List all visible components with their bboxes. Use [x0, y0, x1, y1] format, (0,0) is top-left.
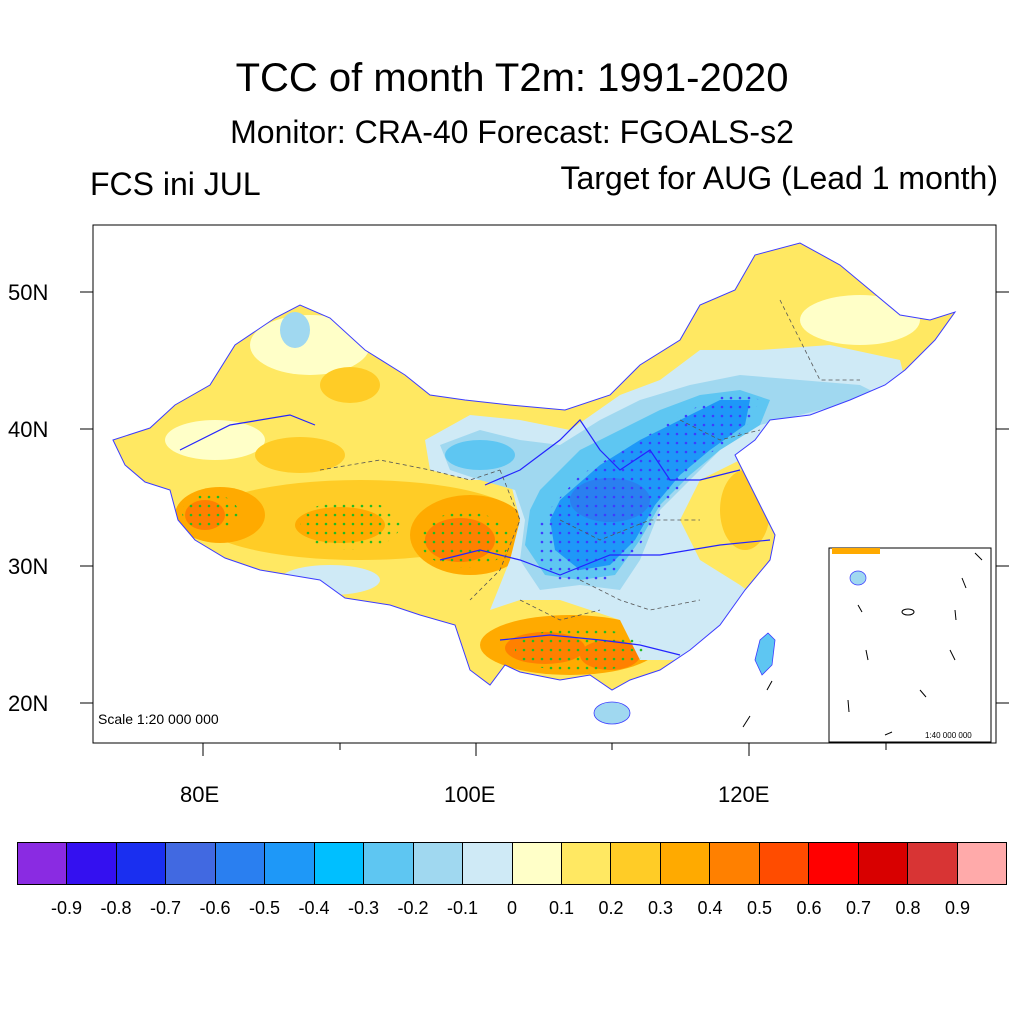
- colorbar-tick-label: -0.7: [149, 898, 182, 918]
- river-tarim: [179, 414, 316, 451]
- colorbar-swatch: [314, 843, 365, 884]
- colorbar-tick-label: 0.3: [647, 898, 674, 918]
- colorbar-swatch: [809, 843, 859, 884]
- colorbar-tick-label: -0.1: [446, 898, 479, 918]
- colorbar-tick-label: -0.9: [50, 898, 83, 918]
- colorbar-swatch: [265, 843, 315, 884]
- lon-label-100e: 100E: [444, 782, 496, 807]
- colorbar-tick-label: 0.1: [548, 898, 575, 918]
- inset-scale-label: 1:40 000 000: [925, 731, 972, 740]
- left-label: FCS ini JUL: [90, 166, 261, 202]
- inset-dashes: [847, 552, 983, 736]
- colorbar-tick-label: 0.5: [746, 898, 773, 918]
- colorbar-swatch: [561, 843, 612, 884]
- colorbar: [17, 842, 1007, 885]
- colorbar-tick-label: -0.4: [298, 898, 330, 918]
- colorbar-swatch: [18, 843, 68, 884]
- lat-label-20n: 20N: [8, 691, 49, 716]
- scale-label: Scale 1:20 000 000: [98, 711, 219, 727]
- map-subtitle: Monitor: CRA-40 Forecast: FGOALS-s2: [230, 114, 794, 150]
- colorbar-swatch: [116, 843, 167, 884]
- dash-lines: [742, 680, 773, 728]
- colorbar-swatch: [611, 843, 661, 884]
- colorbar-tick-label: 0.7: [845, 898, 872, 918]
- colorbar-swatch: [463, 843, 513, 884]
- colorbar-swatch: [957, 843, 1007, 884]
- province-borders: [319, 299, 860, 621]
- colorbar-swatch: [413, 843, 464, 884]
- colorbar-swatch: [660, 843, 711, 884]
- river-yellow: [484, 419, 741, 486]
- colorbar-swatch: [364, 843, 414, 884]
- colorbar-tick-label: -0.3: [347, 898, 380, 918]
- colorbar-tick-label: -0.8: [100, 898, 132, 918]
- colorbar-tick-label: 0.8: [895, 898, 921, 918]
- colorbar-tick-label: 0.6: [796, 898, 822, 918]
- right-label: Target for AUG (Lead 1 month): [560, 160, 998, 196]
- river-yangtze: [439, 539, 771, 576]
- lon-label-80e: 80E: [180, 782, 220, 807]
- colorbar-swatch: [67, 843, 117, 884]
- inset-coast: [832, 548, 880, 554]
- colorbar-swatch: [908, 843, 958, 884]
- colorbar-swatch: [759, 843, 810, 884]
- colorbar-tick-label: 0: [506, 898, 518, 918]
- axis-ticks: [80, 291, 1009, 756]
- lat-label-50n: 50N: [8, 280, 49, 305]
- hainan-island: [593, 701, 631, 725]
- inset-hainan: [849, 570, 867, 586]
- map-title: TCC of month T2m: 1991-2020: [235, 56, 789, 100]
- colorbar-tick-label: 0.2: [598, 898, 624, 918]
- colorbar-swatch: [166, 843, 216, 884]
- china-border: [112, 242, 957, 691]
- colorbar-swatch: [512, 843, 562, 884]
- colorbar-tick-label: -0.6: [199, 898, 231, 918]
- river-pearl: [499, 634, 681, 656]
- taiwan-island: [754, 632, 776, 676]
- colorbar-swatch: [858, 843, 909, 884]
- colorbar-swatch: [215, 843, 266, 884]
- colorbar-tick-label: 0.4: [697, 898, 723, 918]
- lat-label-30n: 30N: [8, 554, 49, 579]
- colorbar-tick-label: 0.9: [944, 898, 971, 918]
- lat-label-40n: 40N: [8, 417, 49, 442]
- colorbar-tick-label: -0.5: [248, 898, 281, 918]
- lon-label-120e: 120E: [718, 782, 770, 807]
- colorbar-swatch: [710, 843, 760, 884]
- colorbar-tick-label: -0.2: [397, 898, 429, 918]
